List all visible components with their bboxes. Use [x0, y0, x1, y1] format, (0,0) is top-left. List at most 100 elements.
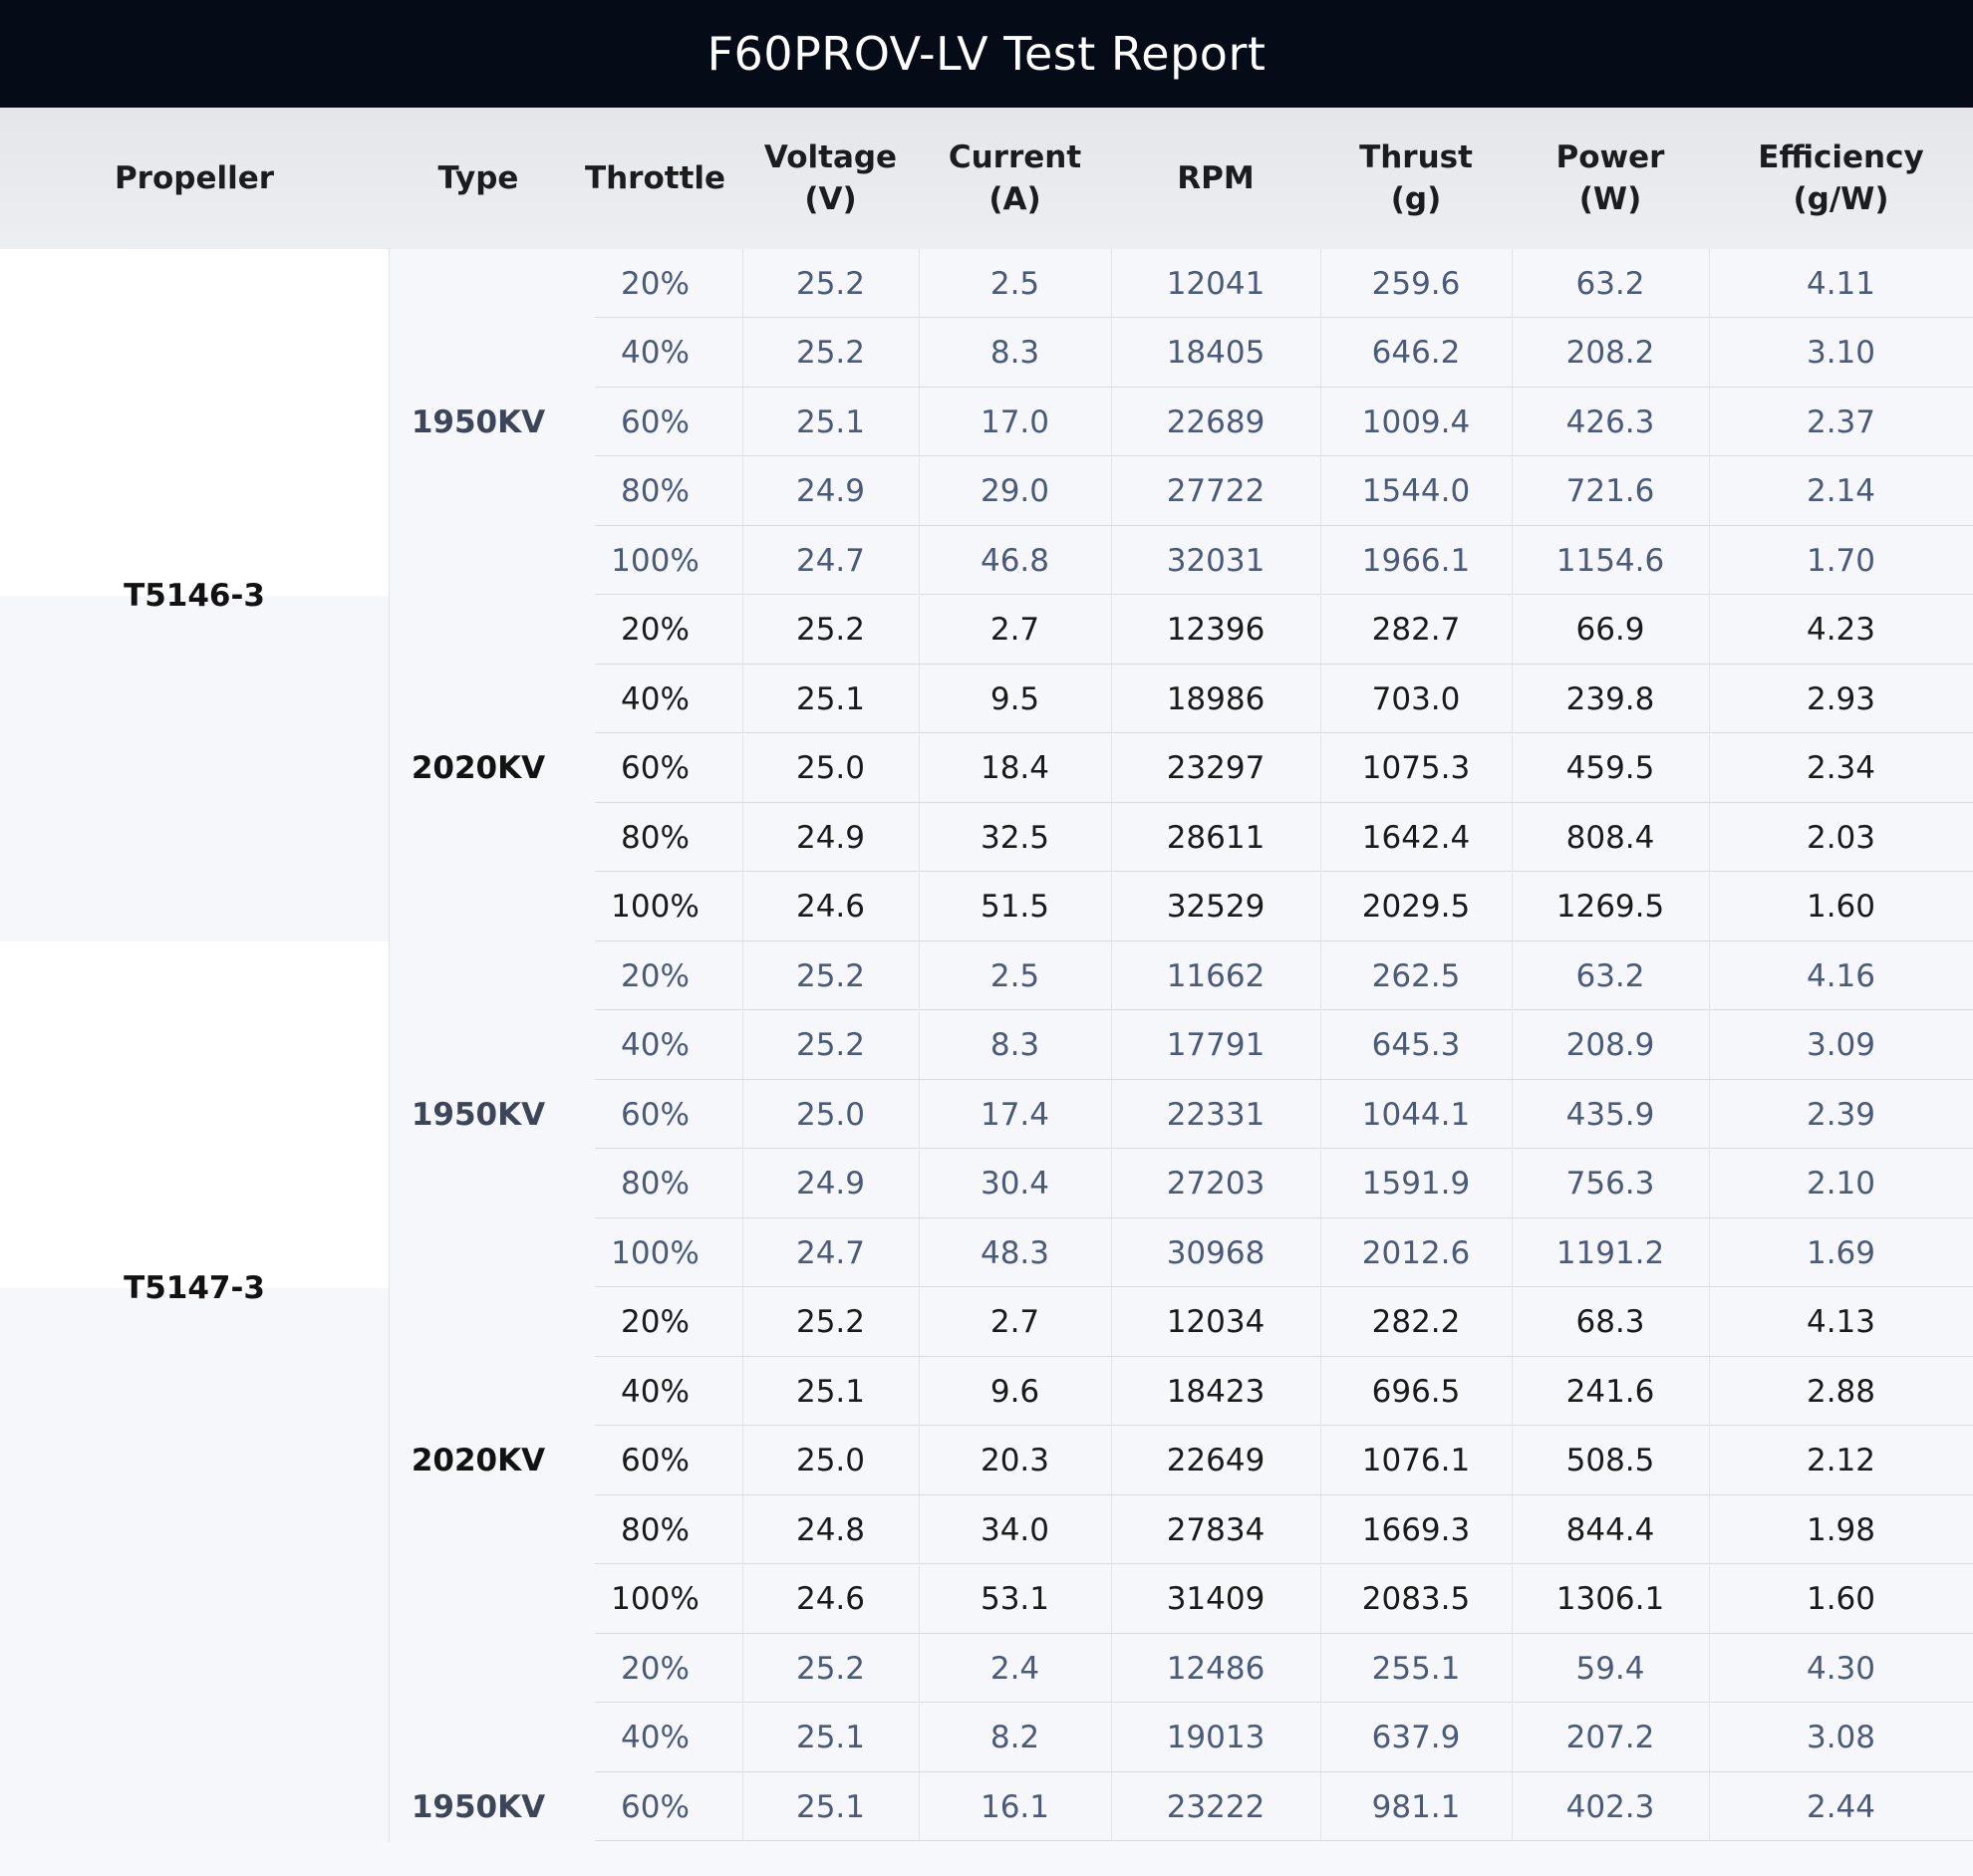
cell-throttle: 100%: [611, 1581, 700, 1617]
cell-current: 2.4: [989, 1650, 1040, 1687]
column-divider: [742, 1218, 743, 1287]
cell-current: 2.5: [989, 957, 1040, 994]
column-divider: [1709, 1357, 1710, 1426]
column-divider: [1320, 1634, 1321, 1703]
column-divider: [742, 733, 743, 803]
column-divider: [1320, 803, 1321, 872]
cell-voltage: 25.1: [795, 680, 866, 717]
column-divider: [919, 665, 920, 733]
cell-efficiency: 3.08: [1806, 1720, 1876, 1755]
column-divider: [1512, 1426, 1513, 1495]
header-thrust: Thrust (g): [1359, 139, 1473, 217]
cell-rpm: 18405: [1166, 335, 1266, 371]
column-divider: [1709, 318, 1710, 388]
cell-throttle: 80%: [621, 1511, 690, 1548]
table-row: 80% 24.8 34.0 27834 1669.3 844.4 1.98: [553, 1495, 1973, 1564]
column-divider: [919, 941, 920, 1010]
column-divider: [1709, 872, 1710, 941]
cell-power: 756.3: [1565, 1166, 1655, 1202]
column-divider: [742, 803, 743, 872]
column-divider: [1111, 803, 1112, 872]
column-divider: [742, 318, 743, 388]
column-divider: [1320, 1703, 1321, 1772]
cell-efficiency: 2.12: [1806, 1443, 1876, 1478]
cell-efficiency: 1.69: [1806, 1234, 1876, 1271]
column-divider: [1709, 733, 1710, 803]
table-row: 40% 25.2 8.3 17791 645.3 208.9 3.09: [553, 1010, 1973, 1080]
cell-rpm: 23222: [1166, 1788, 1266, 1825]
column-divider: [919, 388, 920, 456]
header-rpm: RPM: [1177, 160, 1255, 196]
column-divider: [1709, 1010, 1710, 1080]
cell-voltage: 24.7: [795, 542, 866, 579]
cell-voltage: 25.2: [795, 1650, 866, 1687]
table-row: 60% 25.0 18.4 23297 1075.3 459.5 2.34: [553, 733, 1973, 803]
cell-current: 2.7: [989, 1304, 1040, 1340]
cell-rpm: 32031: [1166, 542, 1266, 579]
column-divider: [1512, 249, 1513, 318]
column-divider: [742, 1357, 743, 1426]
cell-voltage: 24.6: [795, 889, 866, 925]
column-divider: [742, 249, 743, 318]
column-divider: [1111, 318, 1112, 388]
column-divider: [1709, 1080, 1710, 1149]
column-divider: [1320, 941, 1321, 1010]
column-divider: [742, 1703, 743, 1772]
report-title: F60PROV-LV Test Report: [706, 27, 1267, 81]
column-divider: [1320, 1564, 1321, 1634]
column-divider: [919, 1703, 920, 1772]
column-divider: [1709, 941, 1710, 1010]
cell-throttle: 20%: [621, 612, 690, 648]
propeller-block: [0, 941, 389, 1288]
column-divider: [742, 1080, 743, 1149]
cell-thrust: 1075.3: [1361, 750, 1471, 786]
cell-throttle: 20%: [621, 1304, 690, 1340]
table-row: 40% 25.1 9.5 18986 703.0 239.8 2.93: [553, 665, 1973, 733]
column-divider: [1111, 1772, 1112, 1841]
column-divider: [919, 1218, 920, 1287]
column-divider: [1512, 595, 1513, 665]
cell-efficiency: 1.70: [1806, 542, 1876, 579]
cell-power: 426.3: [1565, 403, 1655, 440]
table-row: 20% 25.2 2.5 12041 259.6 63.2 4.11: [553, 249, 1973, 318]
cell-efficiency: 3.10: [1806, 335, 1876, 371]
column-divider: [1709, 1426, 1710, 1495]
cell-rpm: 19013: [1166, 1720, 1266, 1755]
cell-thrust: 2029.5: [1361, 889, 1471, 925]
column-divider: [1320, 1426, 1321, 1495]
cell-thrust: 262.5: [1371, 957, 1461, 994]
cell-throttle: 100%: [611, 889, 700, 925]
cell-rpm: 27722: [1166, 473, 1266, 509]
column-divider: [1320, 1010, 1321, 1080]
cell-throttle: 40%: [621, 1373, 690, 1410]
cell-thrust: 255.1: [1371, 1650, 1461, 1687]
column-divider: [1320, 1218, 1321, 1287]
column-divider: [1709, 595, 1710, 665]
cell-power: 68.3: [1575, 1304, 1645, 1340]
cell-rpm: 32529: [1166, 889, 1266, 925]
cell-current: 46.8: [980, 542, 1050, 579]
cell-power: 1269.5: [1555, 889, 1665, 925]
column-divider: [1320, 733, 1321, 803]
cell-throttle: 60%: [621, 1443, 690, 1478]
cell-efficiency: 3.09: [1806, 1027, 1876, 1063]
cell-power: 402.3: [1565, 1788, 1655, 1825]
cell-thrust: 981.1: [1371, 1788, 1461, 1825]
cell-voltage: 24.9: [795, 819, 866, 856]
cell-power: 66.9: [1575, 612, 1645, 648]
propeller-block: [0, 249, 389, 596]
column-divider: [919, 1564, 920, 1634]
cell-thrust: 703.0: [1371, 680, 1461, 717]
column-divider: [742, 665, 743, 733]
type-divider: [389, 249, 390, 596]
cell-rpm: 18423: [1166, 1373, 1266, 1410]
cell-efficiency: 2.34: [1806, 750, 1876, 786]
table-row: 40% 25.1 8.2 19013 637.9 207.2 3.08: [553, 1703, 1973, 1772]
cell-power: 208.2: [1565, 335, 1655, 371]
table-row: 60% 25.0 17.4 22331 1044.1 435.9 2.39: [553, 1080, 1973, 1149]
column-divider: [919, 1149, 920, 1218]
column-divider: [742, 1634, 743, 1703]
column-divider: [742, 1149, 743, 1218]
column-divider: [919, 872, 920, 941]
cell-efficiency: 1.60: [1806, 889, 1876, 925]
